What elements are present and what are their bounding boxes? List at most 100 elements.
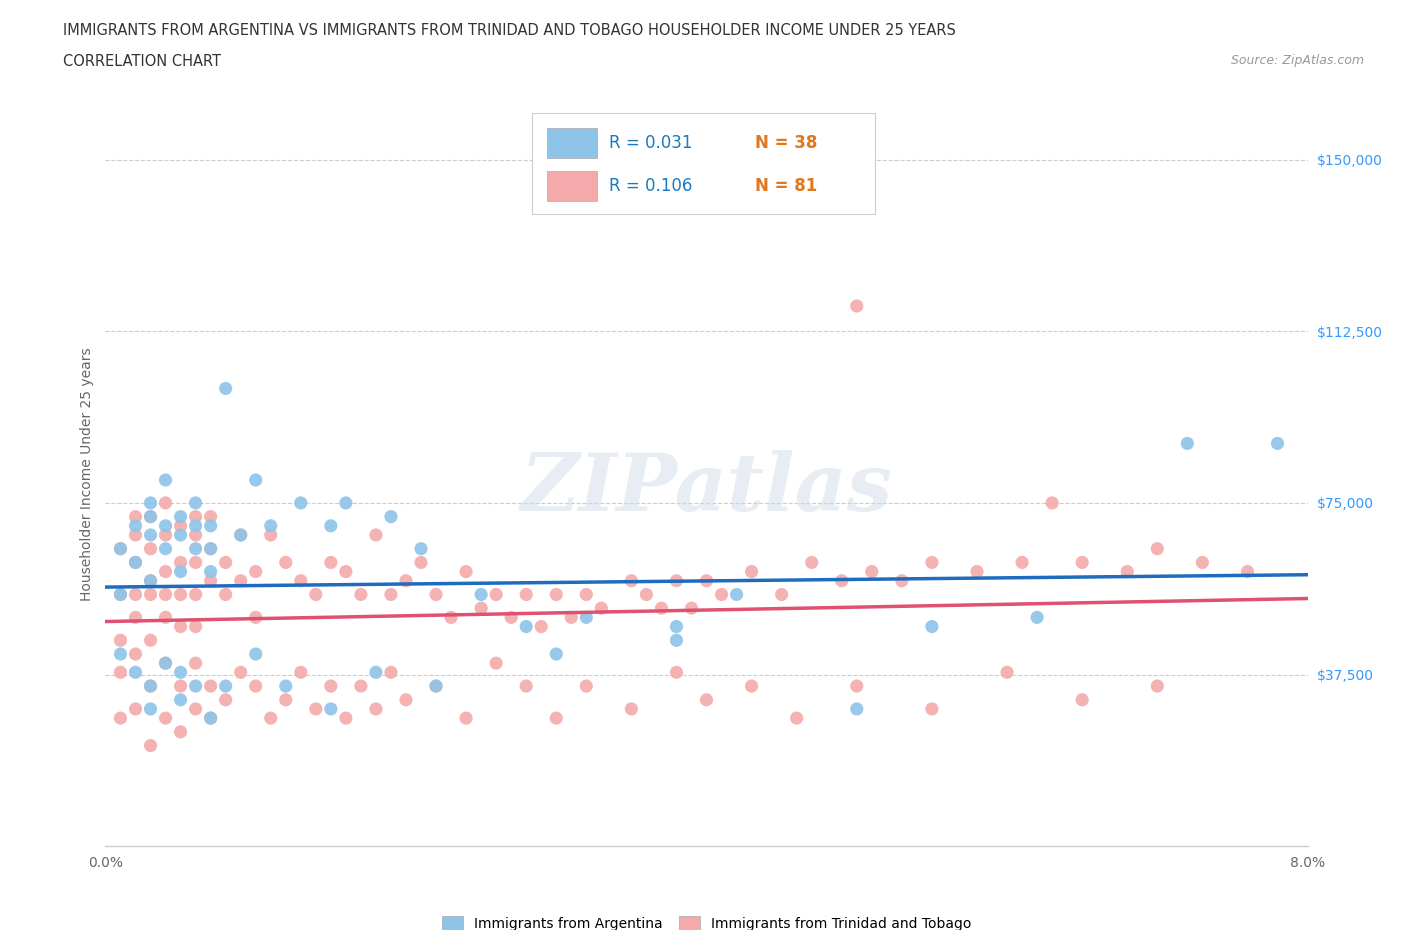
- Text: N = 38: N = 38: [755, 134, 817, 153]
- FancyBboxPatch shape: [533, 113, 875, 214]
- Point: [229, 573, 252, 588]
- Point: [214, 587, 236, 602]
- Point: [665, 632, 688, 647]
- Point: [184, 541, 207, 556]
- Point: [155, 656, 177, 671]
- Point: [245, 679, 267, 694]
- Point: [696, 692, 718, 707]
- Point: [1175, 436, 1198, 451]
- Point: [319, 518, 342, 533]
- Point: [921, 619, 943, 634]
- Point: [319, 679, 342, 694]
- Point: [470, 587, 492, 602]
- Point: [395, 692, 418, 707]
- Point: [575, 587, 598, 602]
- Point: [245, 646, 267, 661]
- Point: [665, 573, 688, 588]
- Point: [305, 587, 328, 602]
- Point: [124, 587, 146, 602]
- Point: [124, 646, 146, 661]
- Text: R = 0.106: R = 0.106: [609, 178, 693, 195]
- Point: [184, 619, 207, 634]
- Point: [364, 701, 387, 716]
- Point: [470, 601, 492, 616]
- Point: [350, 679, 373, 694]
- Point: [155, 656, 177, 671]
- Point: [200, 573, 222, 588]
- Point: [155, 541, 177, 556]
- Point: [290, 573, 312, 588]
- Point: [110, 587, 132, 602]
- Text: CORRELATION CHART: CORRELATION CHART: [63, 54, 221, 69]
- Point: [110, 632, 132, 647]
- Point: [124, 510, 146, 525]
- Point: [229, 665, 252, 680]
- Point: [110, 541, 132, 556]
- Point: [1026, 610, 1049, 625]
- Point: [200, 541, 222, 556]
- Point: [741, 565, 763, 579]
- Point: [169, 679, 191, 694]
- Point: [770, 587, 793, 602]
- Point: [139, 573, 162, 588]
- Point: [515, 619, 537, 634]
- Point: [800, 555, 823, 570]
- Point: [110, 587, 132, 602]
- Point: [620, 573, 643, 588]
- Point: [710, 587, 733, 602]
- Point: [139, 679, 162, 694]
- Point: [335, 496, 357, 511]
- Point: [139, 587, 162, 602]
- Point: [845, 299, 868, 313]
- Point: [200, 679, 222, 694]
- Point: [169, 565, 191, 579]
- Point: [650, 601, 672, 616]
- Point: [364, 665, 387, 680]
- Point: [184, 496, 207, 511]
- Point: [620, 701, 643, 716]
- Point: [1071, 692, 1094, 707]
- Point: [229, 527, 252, 542]
- Text: IMMIGRANTS FROM ARGENTINA VS IMMIGRANTS FROM TRINIDAD AND TOBAGO HOUSEHOLDER INC: IMMIGRANTS FROM ARGENTINA VS IMMIGRANTS …: [63, 23, 956, 38]
- Point: [110, 665, 132, 680]
- Point: [409, 541, 432, 556]
- Point: [155, 711, 177, 725]
- FancyBboxPatch shape: [547, 128, 598, 158]
- Point: [380, 510, 402, 525]
- Point: [546, 587, 568, 602]
- Point: [665, 665, 688, 680]
- Point: [485, 656, 508, 671]
- Point: [274, 692, 297, 707]
- Point: [575, 679, 598, 694]
- Point: [184, 587, 207, 602]
- Point: [1011, 555, 1033, 570]
- Point: [184, 679, 207, 694]
- Point: [110, 711, 132, 725]
- Text: ZIPatlas: ZIPatlas: [520, 450, 893, 528]
- Point: [139, 496, 162, 511]
- Point: [169, 724, 191, 739]
- Point: [485, 587, 508, 602]
- Point: [395, 573, 418, 588]
- Point: [546, 711, 568, 725]
- Point: [319, 555, 342, 570]
- Point: [274, 679, 297, 694]
- Point: [741, 679, 763, 694]
- Point: [169, 527, 191, 542]
- Point: [319, 701, 342, 716]
- Point: [169, 510, 191, 525]
- Point: [169, 692, 191, 707]
- Point: [184, 656, 207, 671]
- Point: [440, 610, 463, 625]
- Point: [155, 565, 177, 579]
- Point: [184, 555, 207, 570]
- Point: [139, 701, 162, 716]
- Point: [214, 679, 236, 694]
- Point: [1146, 541, 1168, 556]
- Point: [184, 527, 207, 542]
- Point: [305, 701, 328, 716]
- Point: [155, 610, 177, 625]
- Text: R = 0.031: R = 0.031: [609, 134, 693, 153]
- Point: [921, 701, 943, 716]
- Point: [380, 587, 402, 602]
